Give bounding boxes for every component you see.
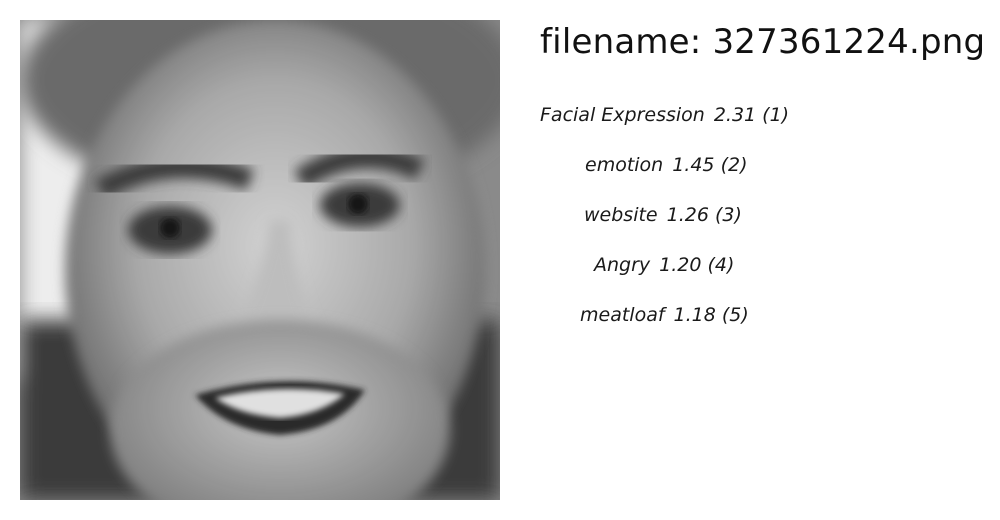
prediction-score: 1.26 xyxy=(666,204,709,226)
filename-title: filename: 327361224.png xyxy=(540,22,986,62)
prediction-list: Facial Expression 2.31 (1) emotion 1.45 (2… xyxy=(540,102,789,352)
prediction-score: 1.45 xyxy=(672,154,715,176)
face-photo xyxy=(20,20,500,500)
prediction-score: 2.31 xyxy=(713,104,757,126)
prediction-label: emotion xyxy=(585,154,664,176)
prediction-label: Facial Expression xyxy=(540,104,705,126)
prediction-item: website 1.26 (3) xyxy=(540,202,770,252)
prediction-score: 1.18 xyxy=(673,304,716,326)
prediction-item: Facial Expression 2.31 (1) xyxy=(540,102,789,152)
prediction-rank: (5) xyxy=(721,304,749,326)
prediction-label: Angry xyxy=(594,254,651,276)
prediction-rank: (3) xyxy=(714,204,742,226)
prediction-label: website xyxy=(584,204,658,226)
prediction-score: 1.20 xyxy=(659,254,702,276)
face-photo-illustration xyxy=(20,20,500,500)
prediction-rank: (2) xyxy=(720,154,748,176)
prediction-label: meatloaf xyxy=(580,304,665,326)
prediction-rank: (1) xyxy=(762,104,790,126)
prediction-item: emotion 1.45 (2) xyxy=(540,152,770,202)
prediction-item: meatloaf 1.18 (5) xyxy=(540,302,770,352)
prediction-rank: (4) xyxy=(707,254,735,276)
prediction-item: Angry 1.20 (4) xyxy=(540,252,770,302)
